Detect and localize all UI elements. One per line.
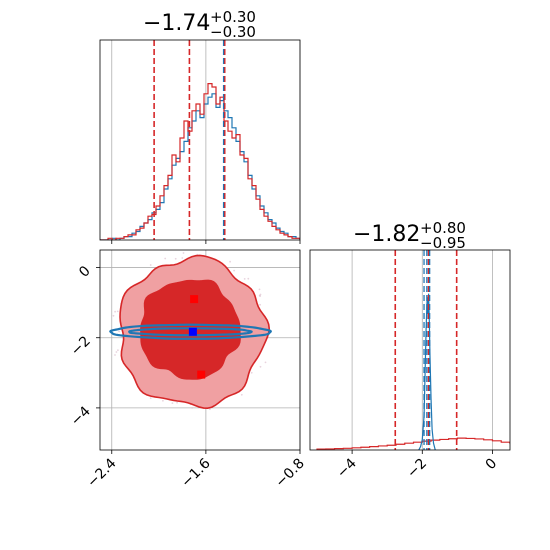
bottom-left-y-tick-label-1: −2 bbox=[68, 333, 94, 359]
scatter-point-54 bbox=[149, 397, 152, 399]
top-left-axes-frame bbox=[99, 39, 301, 241]
bottom-right-x-ticks: −4 −2 0 bbox=[334, 450, 500, 481]
panel-bottom-left: −2.4 −1.6 −0.8 0 −2 −4 bbox=[68, 249, 308, 491]
scatter-point-58 bbox=[117, 349, 119, 352]
scatter-point-83 bbox=[250, 371, 253, 374]
scatter-point-81 bbox=[247, 277, 250, 280]
bottom-right-red-histogram bbox=[316, 437, 510, 450]
bottom-left-y-tick-label-2: −4 bbox=[68, 403, 94, 429]
scatter-point-88 bbox=[114, 354, 116, 356]
top-left-title: −1.74 +0.30 −0.30 bbox=[143, 8, 256, 41]
scatter-point-115 bbox=[259, 303, 261, 306]
bottom-left-x-tick-label-2: −0.8 bbox=[272, 456, 307, 491]
top-left-title-plus: +0.30 bbox=[210, 8, 256, 26]
top-left-x-ticks bbox=[111, 240, 301, 244]
bottom-left-y-ticks: 0 −2 −4 bbox=[68, 263, 100, 429]
scatter-point-86 bbox=[118, 330, 120, 333]
scatter-point-50 bbox=[243, 278, 246, 280]
scatter-point-72 bbox=[176, 401, 179, 404]
scatter-point-5 bbox=[174, 257, 177, 260]
scatter-point-37 bbox=[240, 393, 243, 396]
bottom-right-title-minus: −0.95 bbox=[420, 234, 466, 252]
scatter-point-53 bbox=[171, 402, 174, 404]
bottom-right-grid bbox=[351, 250, 493, 450]
panel-bottom-right: −4 −2 0 −1.82 +0.80 −0.95 bbox=[309, 219, 511, 481]
scatter-point-36 bbox=[181, 257, 184, 259]
bottom-left-markers bbox=[188, 295, 206, 379]
panel-top-left: −1.74 +0.30 −0.30 bbox=[99, 8, 301, 244]
bottom-right-histograms bbox=[316, 293, 510, 450]
scatter-point-47 bbox=[258, 288, 261, 291]
scatter-point-79 bbox=[115, 351, 118, 353]
scatter-point-43 bbox=[162, 399, 164, 402]
bottom-right-x-tick-label-0: −4 bbox=[334, 455, 360, 481]
blue-contour-inner bbox=[128, 327, 253, 337]
bottom-left-x-ticks: −2.4 −1.6 −0.8 bbox=[84, 450, 308, 491]
marker-0 bbox=[190, 295, 199, 304]
bottom-left-x-tick-label-0: −2.4 bbox=[84, 455, 119, 490]
bottom-left-x-tick-label-1: −1.6 bbox=[178, 455, 213, 490]
marker-1 bbox=[197, 370, 206, 379]
scatter-point-93 bbox=[191, 407, 194, 409]
top-left-title-minus: −0.30 bbox=[210, 23, 256, 41]
top-left-histograms bbox=[100, 83, 300, 240]
top-left-grid bbox=[111, 40, 301, 240]
scatter-point-21 bbox=[259, 293, 262, 296]
scatter-point-84 bbox=[114, 310, 116, 313]
bottom-right-title: −1.82 +0.80 −0.95 bbox=[353, 219, 466, 252]
scatter-point-16 bbox=[229, 260, 232, 263]
bottom-right-title-plus: +0.80 bbox=[420, 219, 466, 237]
bottom-right-axes-frame bbox=[309, 249, 511, 451]
bottom-right-quantile-lines bbox=[394, 250, 458, 450]
scatter-point-48 bbox=[116, 310, 119, 313]
scatter-point-44 bbox=[182, 252, 185, 254]
scatter-point-71 bbox=[149, 264, 152, 266]
scatter-point-74 bbox=[259, 295, 261, 297]
bottom-left-y-tick-label-0: 0 bbox=[76, 263, 94, 281]
top-left-histogram-series-0 bbox=[100, 93, 300, 240]
bottom-right-x-tick-label-1: −2 bbox=[404, 456, 430, 482]
top-left-histogram-series-1 bbox=[100, 83, 300, 240]
scatter-point-87 bbox=[209, 408, 211, 411]
scatter-point-11 bbox=[264, 361, 267, 364]
scatter-point-106 bbox=[164, 257, 167, 260]
scatter-point-38 bbox=[259, 365, 262, 368]
bottom-left-blue-contours bbox=[109, 323, 273, 340]
bottom-right-title-value: −1.82 bbox=[353, 222, 420, 247]
top-left-quantile-lines bbox=[153, 40, 226, 240]
top-left-title-value: −1.74 bbox=[143, 11, 210, 36]
scatter-point-97 bbox=[112, 314, 115, 317]
bottom-right-x-tick-label-2: 0 bbox=[483, 456, 501, 474]
bottom-left-axes-frame bbox=[99, 249, 301, 451]
marker-2 bbox=[188, 327, 197, 336]
blue-contour-outer bbox=[109, 323, 273, 340]
scatter-point-19 bbox=[233, 269, 236, 272]
